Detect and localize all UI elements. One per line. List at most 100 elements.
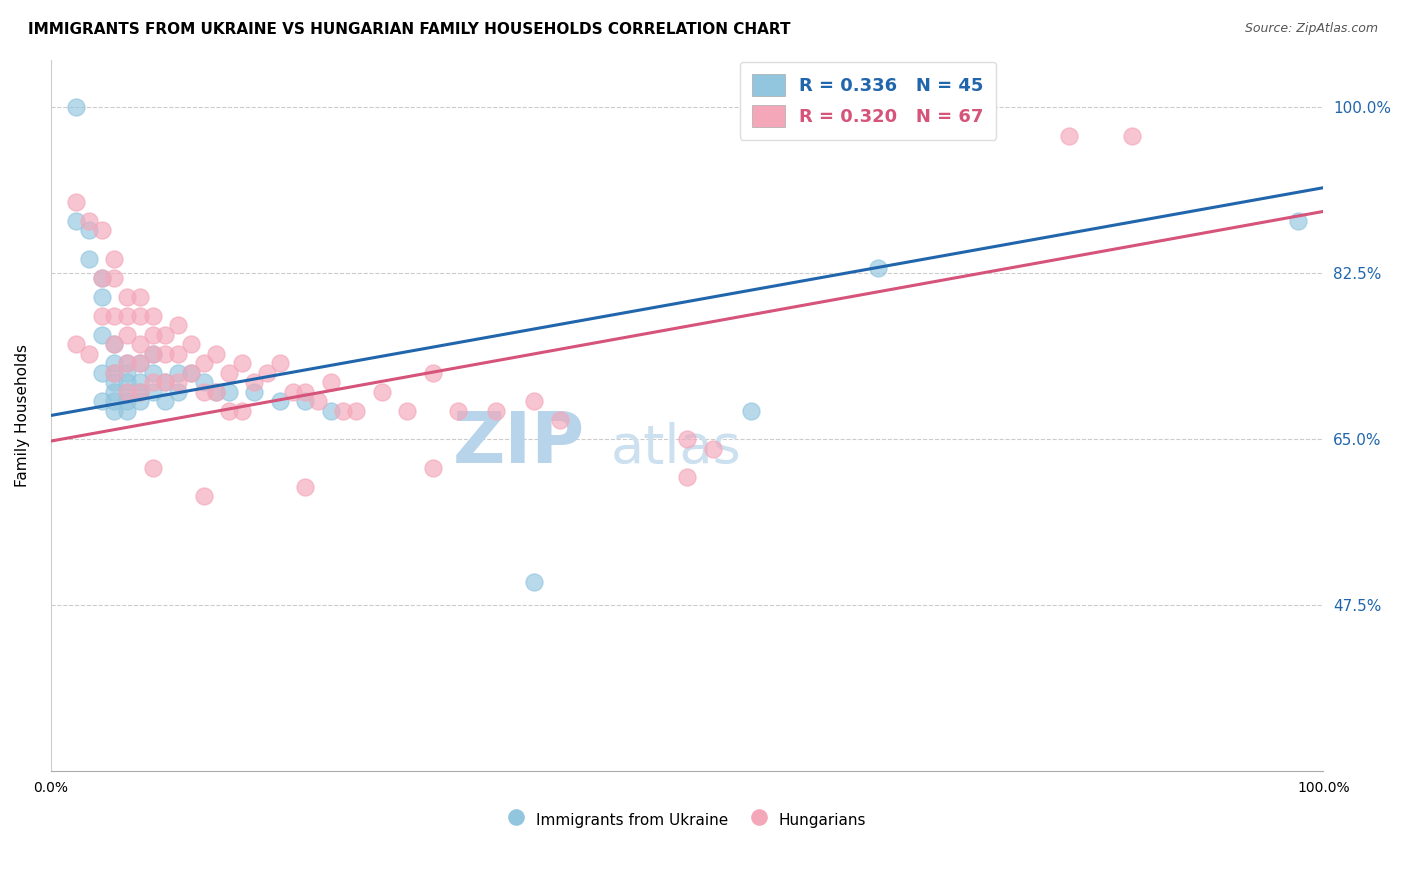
- Immigrants from Ukraine: [167, 384, 190, 399]
- Hungarians: [90, 271, 112, 285]
- Hungarians: [155, 376, 177, 390]
- Hungarians: [548, 413, 571, 427]
- Hungarians: [167, 376, 190, 390]
- Immigrants from Ukraine: [142, 347, 165, 361]
- Immigrants from Ukraine: [77, 252, 100, 266]
- Hungarians: [193, 356, 215, 370]
- Immigrants from Ukraine: [294, 394, 316, 409]
- Hungarians: [65, 337, 87, 351]
- Hungarians: [702, 442, 724, 456]
- Hungarians: [523, 394, 546, 409]
- Immigrants from Ukraine: [115, 376, 138, 390]
- Hungarians: [281, 384, 304, 399]
- Immigrants from Ukraine: [115, 356, 138, 370]
- Text: atlas: atlas: [610, 422, 741, 474]
- Hungarians: [1057, 128, 1080, 143]
- Hungarians: [65, 194, 87, 209]
- Immigrants from Ukraine: [90, 271, 112, 285]
- Hungarians: [180, 366, 202, 380]
- Immigrants from Ukraine: [103, 337, 125, 351]
- Hungarians: [243, 376, 266, 390]
- Immigrants from Ukraine: [866, 261, 889, 276]
- Immigrants from Ukraine: [740, 403, 762, 417]
- Y-axis label: Family Households: Family Households: [15, 344, 30, 487]
- Immigrants from Ukraine: [205, 384, 228, 399]
- Immigrants from Ukraine: [90, 290, 112, 304]
- Hungarians: [256, 366, 278, 380]
- Immigrants from Ukraine: [193, 376, 215, 390]
- Hungarians: [218, 403, 240, 417]
- Hungarians: [193, 489, 215, 503]
- Hungarians: [167, 347, 190, 361]
- Immigrants from Ukraine: [90, 327, 112, 342]
- Hungarians: [77, 347, 100, 361]
- Text: Source: ZipAtlas.com: Source: ZipAtlas.com: [1244, 22, 1378, 36]
- Legend: Immigrants from Ukraine, Hungarians: Immigrants from Ukraine, Hungarians: [502, 804, 872, 835]
- Hungarians: [103, 271, 125, 285]
- Hungarians: [142, 347, 165, 361]
- Hungarians: [129, 356, 152, 370]
- Immigrants from Ukraine: [65, 214, 87, 228]
- Hungarians: [103, 366, 125, 380]
- Hungarians: [167, 318, 190, 333]
- Immigrants from Ukraine: [115, 384, 138, 399]
- Immigrants from Ukraine: [155, 394, 177, 409]
- Hungarians: [205, 384, 228, 399]
- Immigrants from Ukraine: [142, 366, 165, 380]
- Hungarians: [90, 223, 112, 237]
- Hungarians: [193, 384, 215, 399]
- Hungarians: [142, 327, 165, 342]
- Hungarians: [676, 432, 699, 446]
- Immigrants from Ukraine: [129, 376, 152, 390]
- Hungarians: [129, 384, 152, 399]
- Hungarians: [155, 327, 177, 342]
- Immigrants from Ukraine: [103, 384, 125, 399]
- Hungarians: [142, 376, 165, 390]
- Hungarians: [676, 470, 699, 484]
- Hungarians: [142, 309, 165, 323]
- Immigrants from Ukraine: [142, 384, 165, 399]
- Hungarians: [129, 290, 152, 304]
- Immigrants from Ukraine: [103, 394, 125, 409]
- Text: ZIP: ZIP: [453, 409, 585, 478]
- Hungarians: [231, 356, 253, 370]
- Immigrants from Ukraine: [218, 384, 240, 399]
- Hungarians: [269, 356, 291, 370]
- Immigrants from Ukraine: [155, 376, 177, 390]
- Immigrants from Ukraine: [65, 100, 87, 114]
- Hungarians: [396, 403, 419, 417]
- Hungarians: [485, 403, 508, 417]
- Hungarians: [294, 384, 316, 399]
- Immigrants from Ukraine: [269, 394, 291, 409]
- Immigrants from Ukraine: [90, 366, 112, 380]
- Hungarians: [115, 356, 138, 370]
- Hungarians: [77, 214, 100, 228]
- Hungarians: [294, 480, 316, 494]
- Immigrants from Ukraine: [129, 384, 152, 399]
- Hungarians: [103, 337, 125, 351]
- Hungarians: [142, 460, 165, 475]
- Immigrants from Ukraine: [129, 356, 152, 370]
- Hungarians: [422, 366, 444, 380]
- Hungarians: [115, 290, 138, 304]
- Immigrants from Ukraine: [115, 403, 138, 417]
- Immigrants from Ukraine: [523, 574, 546, 589]
- Hungarians: [447, 403, 470, 417]
- Hungarians: [344, 403, 367, 417]
- Hungarians: [129, 309, 152, 323]
- Immigrants from Ukraine: [115, 394, 138, 409]
- Immigrants from Ukraine: [129, 394, 152, 409]
- Immigrants from Ukraine: [103, 376, 125, 390]
- Hungarians: [103, 309, 125, 323]
- Immigrants from Ukraine: [243, 384, 266, 399]
- Hungarians: [422, 460, 444, 475]
- Immigrants from Ukraine: [103, 356, 125, 370]
- Hungarians: [370, 384, 392, 399]
- Hungarians: [90, 309, 112, 323]
- Hungarians: [115, 327, 138, 342]
- Immigrants from Ukraine: [180, 366, 202, 380]
- Immigrants from Ukraine: [103, 366, 125, 380]
- Immigrants from Ukraine: [319, 403, 342, 417]
- Hungarians: [103, 252, 125, 266]
- Hungarians: [129, 337, 152, 351]
